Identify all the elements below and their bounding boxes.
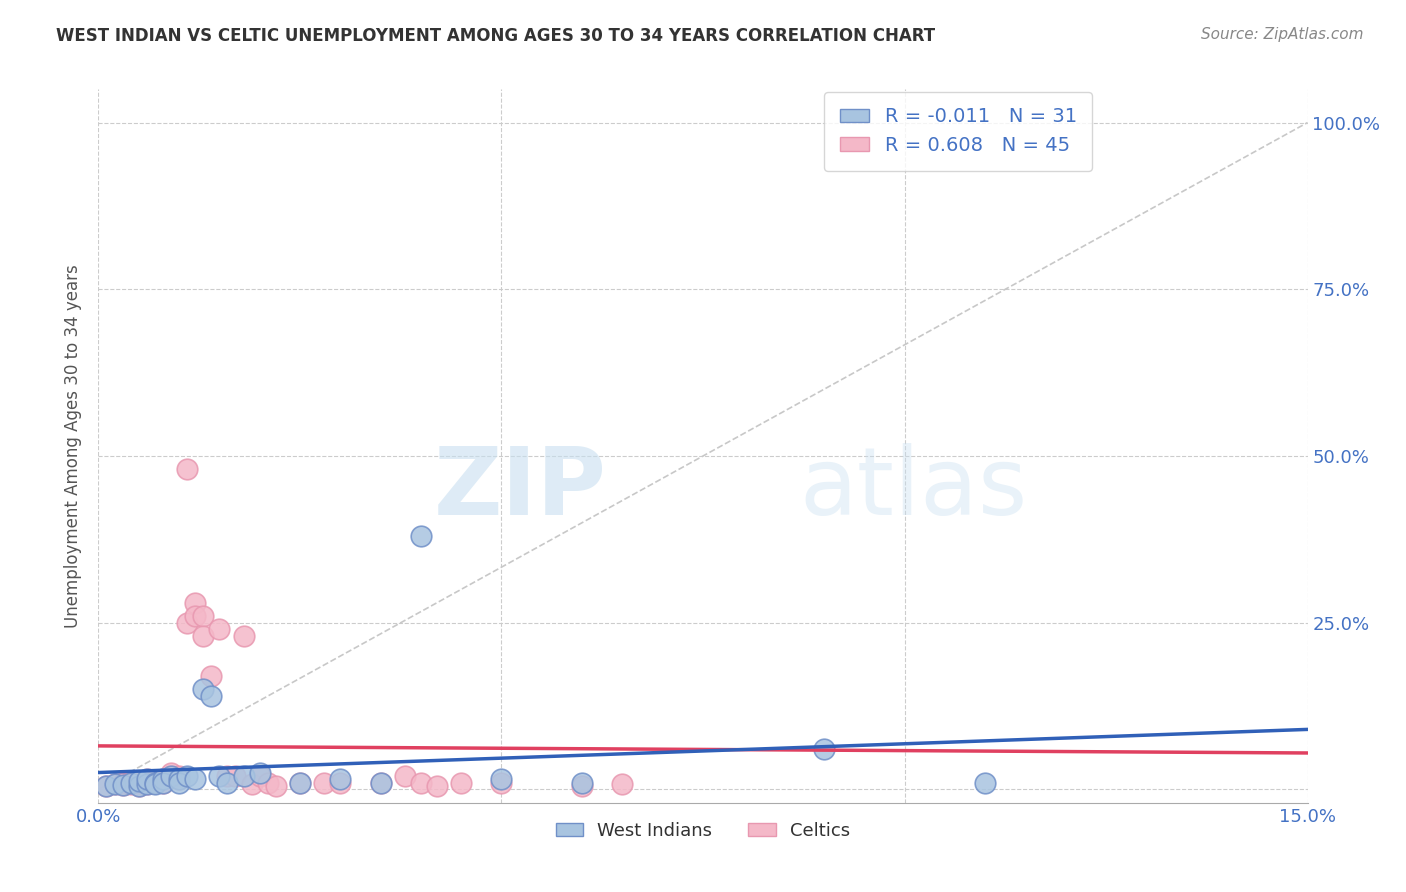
Point	[612, 777, 634, 791]
Point	[491, 772, 513, 787]
Point	[200, 689, 222, 703]
Legend: West Indians, Celtics: West Indians, Celtics	[548, 815, 858, 847]
Point	[143, 776, 166, 790]
Point	[184, 772, 207, 787]
Point	[111, 779, 134, 793]
Point	[217, 776, 239, 790]
Point	[167, 769, 190, 783]
Point	[288, 776, 311, 790]
Point	[111, 776, 134, 790]
Point	[224, 769, 246, 783]
Point	[264, 779, 287, 793]
Point	[491, 776, 513, 790]
Text: Source: ZipAtlas.com: Source: ZipAtlas.com	[1201, 27, 1364, 42]
Text: ZIP: ZIP	[433, 442, 606, 535]
Point	[160, 765, 183, 780]
Point	[409, 776, 432, 790]
Point	[974, 776, 997, 790]
Point	[176, 462, 198, 476]
Point	[128, 774, 150, 789]
Point	[135, 777, 157, 791]
Point	[152, 772, 174, 787]
Point	[409, 529, 432, 543]
Point	[193, 682, 215, 697]
Point	[128, 779, 150, 793]
Point	[128, 776, 150, 790]
Point	[370, 776, 392, 790]
Point	[152, 776, 174, 790]
Point	[571, 779, 593, 793]
Point	[249, 765, 271, 780]
Point	[232, 629, 254, 643]
Point	[232, 769, 254, 783]
Point	[103, 777, 125, 791]
Point	[176, 769, 198, 783]
Point	[329, 772, 352, 787]
Point	[193, 629, 215, 643]
Point	[240, 777, 263, 791]
Point	[193, 609, 215, 624]
Point	[111, 779, 134, 793]
Y-axis label: Unemployment Among Ages 30 to 34 years: Unemployment Among Ages 30 to 34 years	[65, 264, 83, 628]
Point	[394, 769, 416, 783]
Point	[135, 777, 157, 791]
Point	[96, 779, 118, 793]
Point	[120, 776, 142, 790]
Point	[120, 774, 142, 789]
Point	[176, 615, 198, 630]
Point	[160, 769, 183, 783]
Point	[249, 769, 271, 783]
Point	[314, 776, 336, 790]
Point	[128, 779, 150, 793]
Point	[813, 742, 835, 756]
Point	[571, 776, 593, 790]
Point	[167, 776, 190, 790]
Point	[143, 774, 166, 789]
Point	[184, 609, 207, 624]
Point	[200, 669, 222, 683]
Point	[143, 777, 166, 791]
Point	[167, 772, 190, 787]
Point	[426, 779, 449, 793]
Point	[329, 776, 352, 790]
Point	[135, 772, 157, 787]
Text: atlas: atlas	[800, 442, 1028, 535]
Point	[256, 776, 278, 790]
Point	[120, 777, 142, 791]
Point	[184, 596, 207, 610]
Point	[208, 623, 231, 637]
Text: WEST INDIAN VS CELTIC UNEMPLOYMENT AMONG AGES 30 TO 34 YEARS CORRELATION CHART: WEST INDIAN VS CELTIC UNEMPLOYMENT AMONG…	[56, 27, 935, 45]
Point	[135, 772, 157, 787]
Point	[370, 776, 392, 790]
Point	[160, 769, 183, 783]
Point	[288, 776, 311, 790]
Point	[217, 769, 239, 783]
Point	[103, 777, 125, 791]
Point	[96, 779, 118, 793]
Point	[450, 776, 472, 790]
Point	[152, 772, 174, 787]
Point	[152, 776, 174, 790]
Point	[167, 772, 190, 787]
Point	[208, 769, 231, 783]
Point	[143, 776, 166, 790]
